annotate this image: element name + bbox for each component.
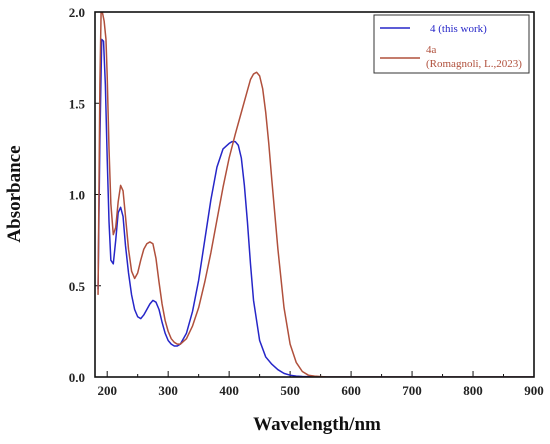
y-tick-label: 1.0: [69, 188, 85, 203]
y-tick-label: 0.5: [69, 279, 86, 294]
x-axis-title: Wavelength/nm: [253, 414, 381, 435]
y-axis-title: Absorbance: [4, 145, 25, 242]
x-tick-label: 800: [463, 383, 483, 398]
y-tick-label: 0.0: [69, 370, 85, 385]
y-tick-label: 1.5: [69, 96, 86, 111]
x-tick-label: 200: [97, 383, 117, 398]
plot-frame: [94, 11, 535, 378]
series-line-2: [97, 12, 534, 377]
y-tick-label: 2.0: [69, 5, 85, 20]
x-tick-label: 600: [341, 383, 361, 398]
x-tick-label: 500: [280, 383, 300, 398]
legend: 4 (this work) 4a (Romagnoli, L.,2023): [373, 14, 530, 74]
legend-label-series-1: 4 (this work): [430, 23, 487, 35]
legend-label-series-2: 4a: [426, 44, 437, 56]
legend-label-series-2-citation: (Romagnoli, L.,2023): [426, 58, 522, 70]
x-tick-label: 900: [524, 383, 544, 398]
x-tick-label: 300: [158, 383, 178, 398]
tick-labels: 200 300 400 500 600 700 800 900 0.0 0.5 1.0 1.5 2.0: [69, 5, 544, 398]
x-tick-label: 400: [219, 383, 239, 398]
x-tick-label: 700: [402, 383, 422, 398]
series-line-1: [97, 38, 534, 377]
legend-box: [373, 14, 530, 74]
series-layer: [97, 12, 534, 377]
